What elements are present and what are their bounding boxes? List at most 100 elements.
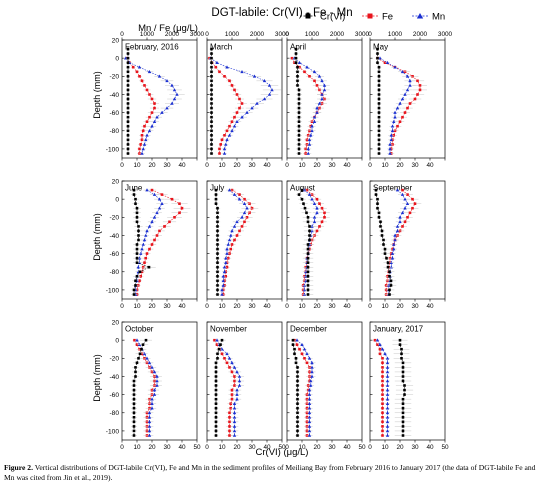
data-point [216,211,219,215]
data-point [297,97,301,101]
data-point [380,229,384,233]
data-point [320,97,324,101]
data-point [408,83,412,87]
data-point [238,97,241,101]
x-bottom-tick-label: 40 [178,162,186,169]
data-point [232,433,237,437]
series-cr [392,338,414,437]
data-point [306,147,310,151]
x-bottom-tick-label: 10 [133,303,141,310]
data-point [235,93,239,96]
series-line [374,340,383,436]
panel-frame [286,180,363,300]
data-point [307,192,312,196]
data-point [383,352,387,356]
x-bottom-tick-label: 40 [426,162,434,169]
data-point [392,247,396,251]
legend: Cr(VI) Fe Mn [300,12,445,23]
data-point [323,211,326,215]
data-point [137,357,140,360]
data-point [147,415,152,419]
data-point [135,70,139,74]
x-bottom-tick-label: 40 [178,303,186,310]
series-mn [123,56,185,155]
data-point [385,356,390,360]
data-point [383,252,387,255]
data-point [378,347,382,351]
data-point [145,188,149,192]
data-point [381,388,384,392]
data-point [223,75,226,78]
data-point [155,379,159,383]
data-point [405,201,410,205]
data-point [322,83,327,87]
data-point [242,201,247,205]
x-top-tick-label: 0 [120,31,124,38]
data-point [126,84,130,87]
data-point [143,261,146,264]
data-point [137,238,140,242]
data-point [309,133,313,137]
data-point [323,216,326,219]
x-bottom-tick-label: 0 [368,444,372,451]
data-point [216,284,219,287]
data-point [126,65,130,69]
data-point [297,193,301,196]
data-point [147,424,152,428]
series-cr [296,188,316,296]
data-point [220,338,224,342]
data-point [297,106,301,110]
data-point [376,202,379,205]
data-point [320,92,324,96]
data-point [250,106,254,110]
data-point [140,151,144,155]
data-point [217,347,221,351]
data-point [395,106,400,110]
data-point [297,93,301,96]
data-point [158,229,161,233]
data-point [214,406,218,410]
data-point [224,256,228,260]
data-point [312,201,317,205]
data-point [219,143,222,146]
data-point [313,79,316,83]
series-line [296,339,313,436]
data-point [315,84,319,87]
data-point [377,143,381,146]
data-point [386,265,390,269]
data-point [210,129,213,133]
data-point [230,120,234,123]
data-point [385,383,390,387]
data-point [232,415,237,419]
data-point [126,134,130,137]
data-point [214,384,218,387]
data-point [307,429,312,433]
data-point [170,197,174,201]
data-point [290,56,294,60]
data-point [243,197,246,201]
data-point [395,188,400,192]
data-point [240,115,244,119]
series-cr [374,188,397,296]
data-point [315,206,319,210]
data-point [135,361,139,365]
data-point [152,119,157,123]
data-point [135,220,139,224]
x-bottom-tick-label: 40 [343,444,351,451]
x-top-tick-label: 0 [285,31,289,38]
data-point [237,379,242,383]
data-point [144,338,148,342]
data-point [220,138,224,142]
data-point [296,384,299,387]
panel-frame [286,321,363,441]
series-line [291,58,325,154]
data-point [320,206,324,210]
panel-title: October [125,325,154,334]
data-point [377,216,381,219]
data-point [210,120,213,123]
data-point [388,151,392,155]
panel-frame [206,321,283,441]
data-point [138,352,142,356]
data-point [210,138,213,142]
series-line [295,49,300,154]
